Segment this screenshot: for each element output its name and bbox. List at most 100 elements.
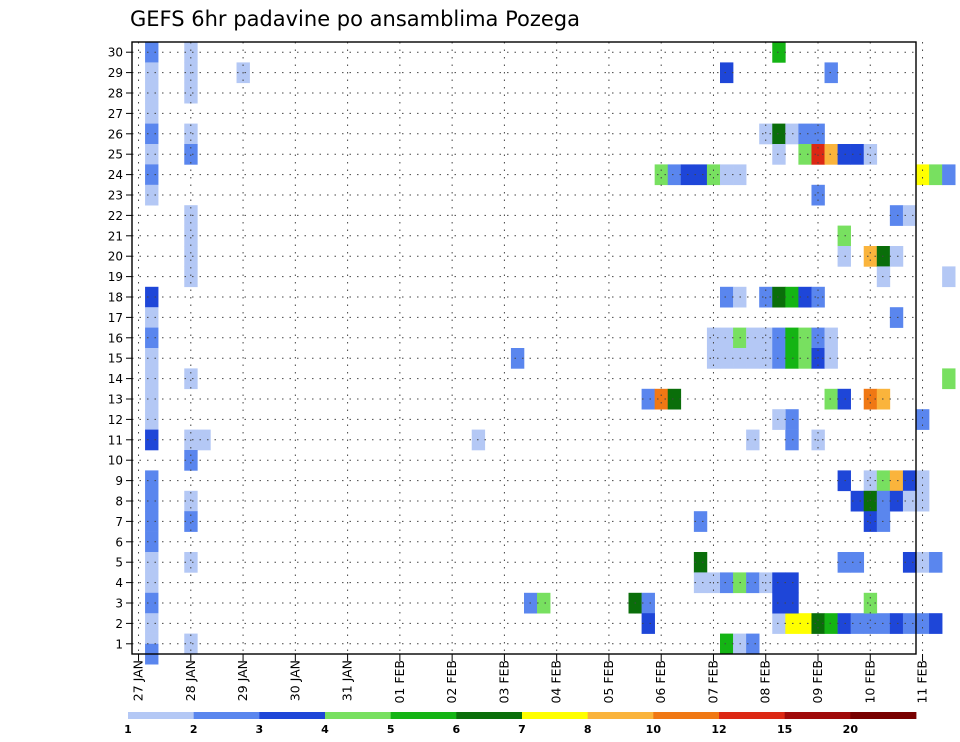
heatmap-cell xyxy=(641,592,655,614)
y-tick-label: 13 xyxy=(108,393,123,407)
y-tick-label: 2 xyxy=(115,617,123,631)
x-tick-label: 06 FEB xyxy=(653,660,668,704)
heatmap-cell xyxy=(693,511,708,532)
heatmap-cell xyxy=(772,327,786,349)
heatmap-cell xyxy=(863,470,878,492)
y-tick-label: 17 xyxy=(108,311,123,325)
heatmap-cell xyxy=(184,82,198,104)
x-tick-label: 29 JAN xyxy=(235,660,250,701)
heatmap-cell xyxy=(772,42,786,63)
heatmap-cell xyxy=(929,613,943,634)
heatmap-cell xyxy=(824,144,838,165)
heatmap-cell xyxy=(916,552,930,573)
heatmap-cell xyxy=(184,490,198,512)
heatmap-cell xyxy=(184,123,198,145)
y-tick-label: 29 xyxy=(108,66,123,80)
heatmap-cell xyxy=(916,490,930,512)
heatmap-cell xyxy=(654,388,669,410)
heatmap-cell xyxy=(772,613,786,634)
heatmap-cell xyxy=(720,286,734,308)
heatmap-cell xyxy=(798,144,812,165)
heatmap-cell xyxy=(772,286,786,308)
heatmap-cell xyxy=(145,82,159,104)
heatmap-cell xyxy=(145,144,159,165)
colorbar-swatch xyxy=(719,712,786,719)
heatmap-cell xyxy=(693,552,708,573)
colorbar-label: 3 xyxy=(256,723,264,736)
heatmap-cell xyxy=(837,144,851,165)
heatmap-cell xyxy=(824,348,838,369)
heatmap-cell xyxy=(916,470,930,492)
heatmap-cell xyxy=(863,592,878,614)
heatmap-cell xyxy=(824,62,838,84)
heatmap-cell xyxy=(145,409,159,430)
y-tick-label: 9 xyxy=(115,474,123,488)
x-axis: 27 JAN 28 JAN 29 JAN 30 JAN 31 JAN 01 FEB 02 F… xyxy=(131,654,930,704)
heatmap-cell xyxy=(184,266,198,288)
chart-title: GEFS 6hr padavine po ansamblima Pozega xyxy=(130,7,580,31)
x-tick-label: 05 FEB xyxy=(601,660,616,704)
colorbar-swatch xyxy=(587,712,654,719)
y-tick-label: 15 xyxy=(108,352,123,366)
heatmap-cell xyxy=(720,62,734,84)
x-tick-label: 02 FEB xyxy=(444,660,459,704)
heatmap-cell xyxy=(720,633,734,655)
colorbar-swatch xyxy=(128,712,195,719)
y-tick-label: 21 xyxy=(108,229,123,243)
colorbar-label: 1 xyxy=(124,723,132,736)
y-tick-label: 6 xyxy=(115,535,123,549)
heatmap-cell xyxy=(889,613,904,634)
gridlines xyxy=(132,42,924,654)
y-tick-label: 7 xyxy=(115,515,123,529)
heatmap-cell xyxy=(916,164,930,186)
colorbar-label: 8 xyxy=(584,723,592,736)
heatmap-cell xyxy=(746,572,760,594)
heatmap-cell xyxy=(824,388,838,410)
heatmap-cell xyxy=(184,552,198,573)
heatmap-cell xyxy=(145,490,159,512)
heatmap-cell xyxy=(850,144,865,165)
heatmap-cell xyxy=(184,633,198,655)
heatmap-cell xyxy=(145,552,159,573)
heatmap-cell xyxy=(772,123,786,145)
heatmap-cell xyxy=(145,470,159,492)
y-tick-label: 1 xyxy=(115,637,123,651)
colorbar-swatch xyxy=(784,712,851,719)
y-tick-label: 25 xyxy=(108,148,123,162)
heatmap-cell xyxy=(863,511,878,532)
plot-frame xyxy=(131,41,917,655)
heatmap-cell xyxy=(811,123,825,145)
heatmap-cell xyxy=(184,246,198,267)
heatmap-cell xyxy=(720,348,734,369)
y-tick-label: 27 xyxy=(108,107,123,121)
y-tick-label: 24 xyxy=(108,168,123,182)
heatmap-cell xyxy=(706,164,721,186)
colorbar-swatch xyxy=(850,712,917,719)
heatmap-cell xyxy=(145,62,159,84)
heatmap-cell xyxy=(667,164,682,186)
colorbar-swatch xyxy=(522,712,589,719)
heatmap-cell xyxy=(798,613,812,634)
y-tick-label: 3 xyxy=(115,597,123,611)
x-tick-label: 08 FEB xyxy=(758,660,773,704)
heatmap-cell xyxy=(772,409,786,430)
heatmap-cell xyxy=(145,531,159,553)
heatmap-cell xyxy=(798,327,812,349)
heatmap-cell xyxy=(798,123,812,145)
heatmap-cell xyxy=(654,164,669,186)
x-tick-label: 01 FEB xyxy=(392,660,407,704)
colorbar-label: 12 xyxy=(711,723,726,736)
heatmap-cell xyxy=(641,613,655,634)
colorbar-swatch xyxy=(325,712,392,719)
heatmap-cell xyxy=(746,348,760,369)
colorbar-label: 7 xyxy=(518,723,526,736)
heatmap-cell xyxy=(811,327,825,349)
heatmap-cell xyxy=(929,552,943,573)
heatmap-cell xyxy=(145,388,159,410)
y-tick-label: 4 xyxy=(115,576,123,590)
heatmap-cell xyxy=(902,470,917,492)
x-tick-label: 28 JAN xyxy=(183,660,198,701)
heatmap-cell xyxy=(902,205,917,226)
heatmap-cell xyxy=(850,552,865,573)
